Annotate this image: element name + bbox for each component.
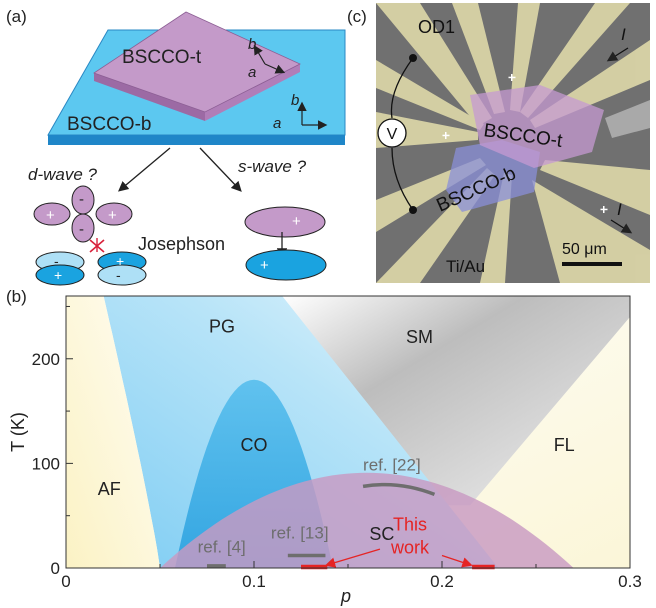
panel-b-label: (b) [6, 287, 27, 306]
current-top-arrow [606, 47, 629, 62]
flake-extra [605, 100, 650, 138]
current-top-label: I [621, 25, 626, 44]
arrow-dwave [118, 147, 171, 192]
voltmeter-top-dot [409, 54, 417, 62]
arrow-swave [199, 147, 242, 192]
swave-plus-top: + [292, 213, 301, 230]
current-bottom-arrow [610, 219, 633, 234]
region-label-co: CO [241, 435, 268, 455]
dwave2-plus-tr: + [116, 253, 124, 269]
voltmeter-bottom-dot [409, 206, 417, 214]
axis-a-bottom: a [273, 115, 281, 132]
dwave-top-clover [33, 185, 133, 243]
panel-a-label: (a) [6, 7, 27, 26]
dwave-plus-left: + [46, 207, 55, 224]
swave-top-ellipse [244, 206, 326, 238]
crystal-side [94, 73, 205, 121]
crystal-side-right [205, 64, 300, 121]
region-label-sm: SM [406, 327, 433, 347]
x-axis-label: p [340, 586, 351, 606]
current-bottom-label: I [617, 200, 622, 219]
x-tick-label-1: 0.1 [242, 572, 266, 591]
dwave-bottom-clover [35, 251, 147, 286]
axes-bottom-icon [297, 101, 328, 130]
swave-label: s-wave ? [238, 157, 307, 176]
phase-diagram [66, 296, 630, 568]
ref-label-2: ref. [22] [363, 456, 421, 475]
axes-top-icon [253, 44, 286, 74]
region-sc [160, 472, 574, 568]
alignment-marks [442, 74, 608, 213]
plot-frame [65, 295, 631, 569]
micrograph [376, 3, 650, 283]
region-af [66, 296, 160, 568]
region-label-sc: SC [369, 524, 394, 544]
crystal-top-label: BSCCO-t [122, 47, 202, 68]
dwave-minus-bottom: - [79, 221, 84, 238]
dwave-label: d-wave ? [28, 165, 98, 184]
crystal-bottom-label: BSCCO-b [67, 114, 151, 135]
scale-bar-label: 50 μm [562, 241, 607, 258]
ref-label-1: ref. [13] [271, 524, 329, 543]
x-tick-label-2: 0.2 [430, 572, 454, 591]
flake-top [470, 85, 604, 168]
dwave-plus-right: + [108, 207, 117, 224]
x-tick-label-3: 0.3 [618, 572, 642, 591]
y-tick-label-0: 0 [51, 559, 60, 578]
region-label-af: AF [98, 479, 121, 499]
axis-b-top: b [248, 36, 256, 53]
panel-b: (b) AF PG SM CO FL SC ref. [4] ref. [13] ref. [2… [6, 287, 642, 606]
voltmeter-wire [390, 57, 414, 211]
this-work-label-2: work [390, 537, 430, 557]
this-work-arrow-right [441, 554, 473, 568]
this-work-arrow-left [324, 548, 381, 568]
josephson-label: Josephson [138, 234, 225, 254]
swave-bottom-ellipse [245, 249, 327, 281]
phase-diagram-overlay: AF PG SM CO FL SC ref. [4] ref. [13] ref. [22] Th… [8, 305, 642, 606]
region-label-fl: FL [554, 435, 575, 455]
region-label-pg: PG [209, 317, 235, 337]
ref-label-0: ref. [4] [198, 537, 246, 556]
dwave-minus-top: - [79, 191, 84, 208]
dwave2-plus-bl: + [54, 267, 62, 283]
swave-plus-bottom: + [260, 257, 269, 274]
this-work-label-1: This [393, 514, 427, 534]
panel-a: (a) BSCCO-t BSCCO-b b a b a d-wave ? s-w… [6, 7, 346, 286]
panel-c-label: (c) [347, 7, 367, 26]
contacts-label: Ti/Au [446, 257, 485, 276]
crystal-top [93, 11, 301, 113]
substrate-edge [48, 135, 345, 145]
dwave2-minus-br: - [116, 267, 121, 283]
axis-b-bottom: b [291, 92, 299, 109]
axis-a-top: a [248, 64, 256, 81]
blocked-cross-icon [89, 238, 105, 253]
voltmeter-icon [377, 118, 407, 148]
voltmeter-label: V [387, 126, 398, 143]
y-tick-label-1: 100 [32, 454, 60, 473]
y-tick-label-2: 200 [32, 350, 60, 369]
electrode-label: OD1 [418, 17, 455, 37]
dwave2-minus-tl: - [54, 253, 59, 269]
panel-c: (c) [347, 3, 650, 283]
x-tick-label-0: 0 [61, 572, 70, 591]
ref-line-22 [362, 482, 436, 497]
y-axis-label: T (K) [8, 412, 28, 452]
scale-bar [562, 262, 622, 266]
